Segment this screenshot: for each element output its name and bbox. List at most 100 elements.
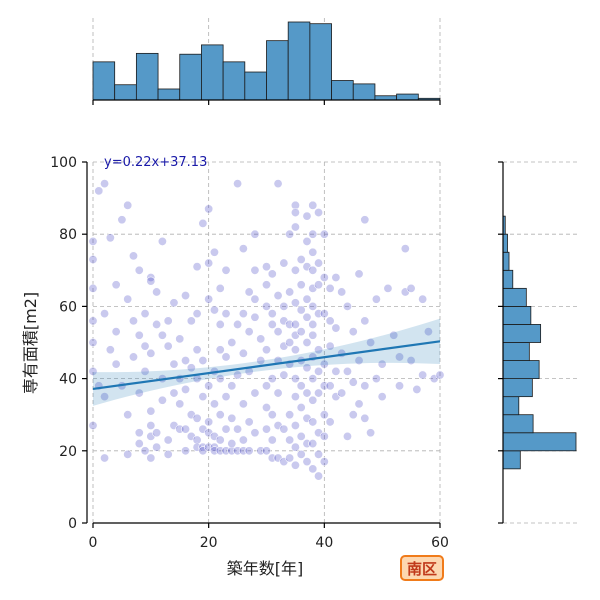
- top-hist-bar: [222, 61, 246, 101]
- scatter-point: [308, 330, 318, 340]
- right-hist-bar: [502, 251, 510, 271]
- scatter-point: [169, 388, 179, 398]
- scatter-point: [314, 280, 324, 290]
- scatter-point: [186, 363, 196, 373]
- top-hist-bar: [201, 44, 224, 101]
- scatter-point: [146, 421, 156, 431]
- scatter-point: [221, 392, 231, 402]
- scatter-point: [238, 244, 248, 254]
- scatter-point: [296, 254, 306, 264]
- scatter-point: [348, 410, 358, 420]
- scatter-point: [250, 265, 260, 275]
- scatter-point: [400, 287, 410, 297]
- right-hist-bar: [502, 378, 533, 398]
- regression-equation: y=0.22x+37.13: [104, 155, 207, 170]
- scatter-point: [273, 327, 283, 337]
- scatter-point: [331, 366, 341, 376]
- scatter-point: [215, 410, 225, 420]
- scatter-point: [88, 366, 98, 376]
- scatter-point: [221, 309, 231, 319]
- top-hist-bar: [179, 53, 202, 101]
- axes: [82, 99, 504, 528]
- scatter-point: [261, 345, 271, 355]
- scatter-point: [342, 366, 352, 376]
- scatter-point: [366, 428, 376, 438]
- scatter-point: [290, 460, 300, 470]
- top-hist-bar: [92, 61, 116, 101]
- scatter-point: [290, 298, 300, 308]
- scatter-point: [423, 327, 433, 337]
- scatter-point: [279, 370, 289, 380]
- scatter-point: [227, 381, 237, 391]
- scatter-point: [198, 392, 208, 402]
- top-hist-bar: [374, 95, 398, 101]
- scatter-point: [319, 273, 329, 283]
- scatter-point: [215, 435, 225, 445]
- scatter-point: [140, 341, 150, 351]
- scatter-point: [192, 413, 202, 423]
- scatter-point: [244, 417, 254, 427]
- scatter-point: [140, 366, 150, 376]
- scatter-point: [261, 381, 271, 391]
- scatter-point: [342, 301, 352, 311]
- scatter-point: [308, 283, 318, 293]
- regression-line-group: [92, 318, 441, 406]
- y-tick-label: 0: [68, 516, 77, 532]
- scatter-point: [88, 283, 98, 293]
- scatter-point: [100, 453, 110, 463]
- scatter-point: [244, 446, 254, 456]
- scatter-point: [175, 334, 185, 344]
- scatter-point: [377, 359, 387, 369]
- scatter-point: [296, 449, 306, 459]
- scatter-point: [209, 247, 219, 257]
- scatter-point: [377, 392, 387, 402]
- scatter-point: [238, 399, 248, 409]
- scatter-point: [325, 417, 335, 427]
- scatter-point: [88, 337, 98, 347]
- scatter-point: [319, 457, 329, 467]
- x-tick-label: 0: [89, 535, 98, 551]
- scatter-points: [88, 179, 445, 481]
- right-hist-bar: [502, 396, 520, 416]
- scatter-point: [279, 301, 289, 311]
- scatter-point: [186, 431, 196, 441]
- scatter-point: [111, 359, 121, 369]
- x-axis-label: 築年数[年]: [227, 559, 304, 578]
- scatter-point: [204, 381, 214, 391]
- scatter-point: [366, 337, 376, 347]
- scatter-point: [314, 388, 324, 398]
- scatter-point: [204, 417, 214, 427]
- scatter-point: [181, 291, 191, 301]
- scatter-point: [198, 424, 208, 434]
- scatter-point: [406, 356, 416, 366]
- scatter-point: [204, 428, 214, 438]
- scatter-point: [279, 316, 289, 326]
- scatter-point: [337, 287, 347, 297]
- y-tick-label: 80: [59, 227, 77, 243]
- scatter-point: [227, 439, 237, 449]
- right-marginal-histogram: [502, 215, 577, 470]
- scatter-point: [146, 406, 156, 416]
- scatter-point: [204, 258, 214, 268]
- scatter-point: [308, 247, 318, 257]
- scatter-point: [285, 435, 295, 445]
- top-hist-bar: [352, 83, 376, 101]
- scatter-point: [302, 457, 312, 467]
- scatter-point: [209, 305, 219, 315]
- scatter-point: [94, 186, 104, 196]
- scatter-point: [134, 388, 144, 398]
- scatter-point: [348, 377, 358, 387]
- scatter-point: [192, 262, 202, 272]
- scatter-point: [88, 421, 98, 431]
- scatter-point: [308, 395, 318, 405]
- y-tick-label: 100: [50, 155, 77, 171]
- scatter-point: [134, 265, 144, 275]
- scatter-point: [163, 449, 173, 459]
- scatter-point: [250, 428, 260, 438]
- scatter-point: [163, 435, 173, 445]
- scatter-point: [290, 222, 300, 232]
- y-axis-label: 専有面積[m2]: [21, 292, 40, 394]
- scatter-point: [140, 309, 150, 319]
- scatter-point: [128, 352, 138, 362]
